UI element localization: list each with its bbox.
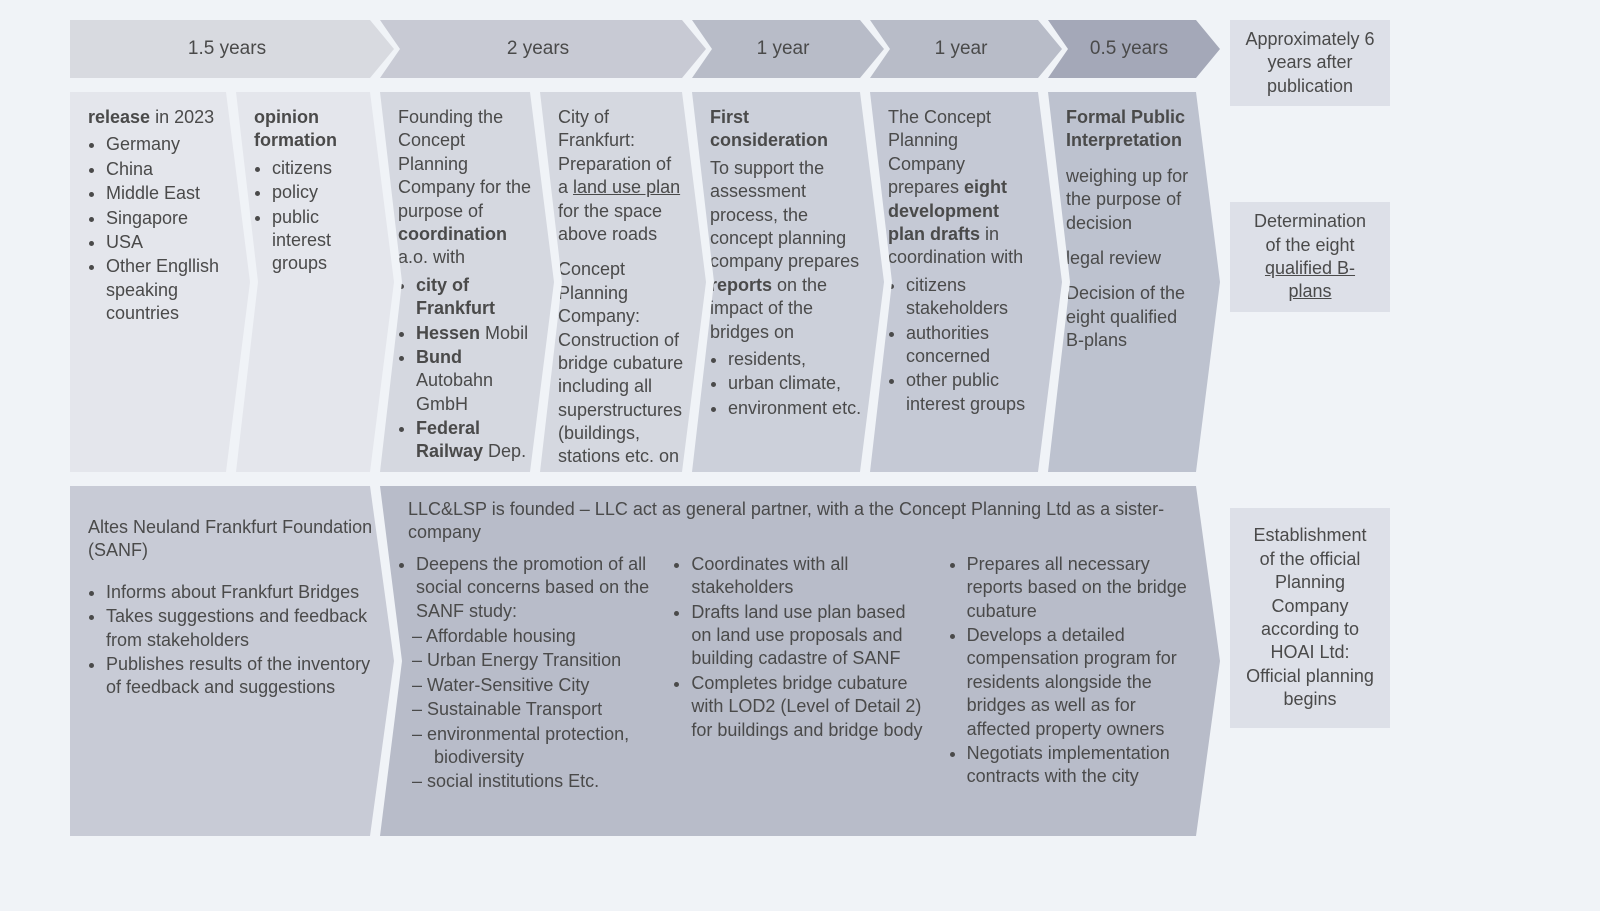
list-item: environmental protection, biodiversity — [434, 723, 649, 770]
right-box-bplans: Determination of the eight qualified B-p… — [1230, 202, 1390, 312]
list-item: public interest groups — [272, 206, 372, 276]
list-item: China — [106, 158, 228, 181]
release-countries: Germany China Middle East Singapore USA … — [88, 133, 228, 325]
list-item: Deepens the promotion of all social conc… — [416, 553, 649, 794]
list-item: Federal Railway Dep. — [416, 417, 532, 464]
list-item: Sustainable Transport — [434, 698, 649, 721]
timeline-header: 1.5 years 2 years 1 year 1 year 0.5 year… — [30, 20, 1570, 78]
list-item: Water-Sensitive City — [434, 674, 649, 697]
list-item: Bund Autobahn GmbH — [416, 346, 532, 416]
list-item: Other Engllish speaking countries — [106, 255, 228, 325]
card-founding: Founding the Concept Planning Company fo… — [380, 92, 554, 472]
phase-header-1: 1.5 years — [70, 20, 394, 78]
list-item: residents, — [728, 348, 862, 371]
timeline-diagram: 1.5 years 2 years 1 year 1 year 0.5 year… — [30, 20, 1570, 836]
bottom-panel-llc: LLC&LSP is founded – LLC act as general … — [380, 486, 1220, 836]
phase-header-5: 0.5 years — [1048, 20, 1220, 78]
list-item: urban climate, — [728, 372, 862, 395]
list-item: Urban Energy Transition — [434, 649, 649, 672]
bottom-panel-sanf: Altes Neuland Frankfurt Foundation (SANF… — [70, 486, 394, 836]
list-item: city of Frankfurt — [416, 274, 532, 321]
list-item: citizens stakeholders — [906, 274, 1040, 321]
list-item: Develops a detailed compensation program… — [967, 624, 1200, 741]
phase-header-3: 1 year — [692, 20, 884, 78]
list-item: Takes suggestions and feedback from stak… — [106, 605, 374, 652]
card-formal-public: Formal Public Interpretation weighing up… — [1048, 92, 1220, 472]
card-eight-drafts: The Concept Planning Company prepares ei… — [870, 92, 1062, 472]
right-box-establishment: Establishment of the official Planning C… — [1230, 508, 1390, 728]
card-release: release in 2023 Germany China Middle Eas… — [70, 92, 250, 472]
phase-header-4: 1 year — [870, 20, 1062, 78]
list-item: Completes bridge cubature with LOD2 (Lev… — [691, 672, 924, 742]
list-item: other public interest groups — [906, 369, 1040, 416]
list-item: policy — [272, 181, 372, 204]
list-item: Singapore — [106, 207, 228, 230]
list-item: authorities concerned — [906, 322, 1040, 369]
list-item: Affordable housing — [434, 625, 649, 648]
timeline-cards: release in 2023 Germany China Middle Eas… — [30, 92, 1570, 472]
list-item: Publishes results of the inventory of fe… — [106, 653, 374, 700]
list-item: Negotiats implementation contracts with … — [967, 742, 1200, 789]
list-item: citizens — [272, 157, 372, 180]
list-item: Hessen Mobil — [416, 322, 532, 345]
list-item: Coordinates with all stakeholders — [691, 553, 924, 600]
list-item: social institutions Etc. — [434, 770, 649, 793]
phase-header-2: 2 years — [380, 20, 706, 78]
list-item: Middle East — [106, 182, 228, 205]
list-item: USA — [106, 231, 228, 254]
list-item: Informs about Frankfurt Bridges — [106, 581, 374, 604]
list-item: environment etc. — [728, 397, 862, 420]
card-landuse: City of Frankfurt: Preparation of a land… — [540, 92, 706, 472]
list-item: Germany — [106, 133, 228, 156]
bottom-row: Altes Neuland Frankfurt Foundation (SANF… — [30, 486, 1570, 836]
list-item: Prepares all necessary reports based on … — [967, 553, 1200, 623]
list-item: Drafts land use plan based on land use p… — [691, 601, 924, 671]
card-opinion: opinion formation citizens policy public… — [236, 92, 394, 472]
card-first-consideration: First consideration To support the asses… — [692, 92, 884, 472]
